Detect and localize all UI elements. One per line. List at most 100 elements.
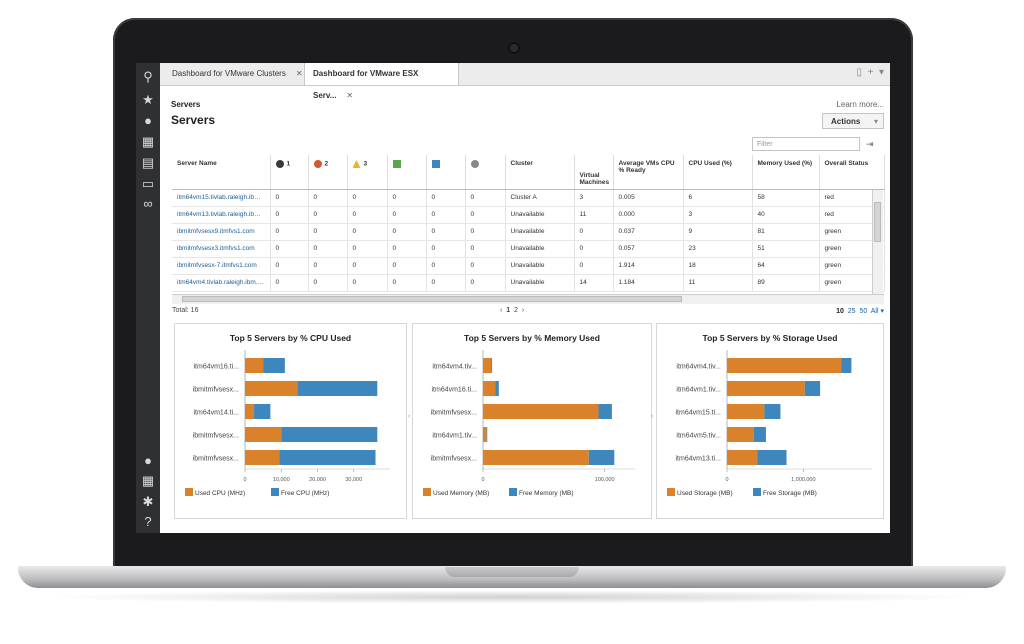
page-size-50[interactable]: 50 bbox=[859, 308, 868, 315]
chevron-left-icon[interactable]: ‹ bbox=[408, 413, 411, 420]
table-cell: 0 bbox=[574, 257, 614, 275]
star-icon[interactable]: ★ bbox=[142, 92, 154, 107]
col-major-label: 2 bbox=[324, 160, 329, 168]
laptop-notch bbox=[445, 567, 579, 577]
close-icon[interactable]: ✕ bbox=[295, 69, 303, 78]
user-icon[interactable]: ● bbox=[144, 113, 152, 128]
legend-label: Used Memory (MB) bbox=[433, 490, 489, 497]
monitor-icon[interactable]: ▤ bbox=[141, 155, 155, 170]
table-row[interactable]: ibmitmfvsesx-7.itmfvs1.com 0 0 0 0 0 0 Unavaila… bbox=[172, 257, 885, 275]
legend-label: Free CPU (MHz) bbox=[281, 490, 329, 497]
server-name-link[interactable]: ibmitmfvsesx-7.itmfvs1.com bbox=[172, 257, 271, 275]
category-label: itm64vm15.ti... bbox=[675, 410, 721, 417]
page-icon[interactable]: ▯ bbox=[856, 67, 862, 78]
memory-chart-panel: Top 5 Servers by % Memory Used 0 100,000 i… bbox=[412, 323, 652, 519]
bar-free bbox=[297, 381, 378, 396]
legend-swatch bbox=[185, 488, 193, 496]
help-icon[interactable]: ? bbox=[144, 514, 152, 529]
table-cell: 0 bbox=[308, 240, 348, 258]
table-cell: 0.037 bbox=[613, 223, 684, 241]
filter-options-icon[interactable]: ⇥ bbox=[866, 139, 874, 149]
category-label: itm64vm1.tiv... bbox=[432, 433, 477, 440]
table-cell: 6 bbox=[683, 189, 753, 207]
actions-button[interactable]: Actions ▾ bbox=[822, 113, 884, 129]
scrollbar-thumb[interactable] bbox=[874, 202, 881, 242]
tab-vmware-clusters[interactable]: Dashboard for VMware Clusters ✕ bbox=[164, 63, 311, 85]
chevron-right-icon[interactable]: › bbox=[651, 413, 654, 420]
col-harmless[interactable] bbox=[387, 155, 427, 190]
bar-free bbox=[491, 358, 493, 373]
filter-input[interactable]: Filter bbox=[752, 137, 860, 151]
link-icon[interactable]: ∞ bbox=[143, 196, 153, 211]
server-name-link[interactable]: ibmitmfvsesx9.itmfvs1.com bbox=[172, 223, 271, 241]
table-header-row: Server Name 1 2 3 Cluster Virtual Machin… bbox=[172, 155, 885, 190]
table-cell: 1.184 bbox=[613, 274, 684, 292]
close-icon[interactable]: ✕ bbox=[346, 91, 354, 100]
table-row[interactable]: ibmitmfvsesx3.itmfvs1.com 0 0 0 0 0 0 Unavailab… bbox=[172, 240, 885, 258]
col-major[interactable]: 2 bbox=[308, 155, 348, 190]
col-unknown[interactable] bbox=[465, 155, 506, 190]
legend-label: Free Memory (MB) bbox=[519, 490, 574, 497]
col-memory-used[interactable]: Memory Used (%) bbox=[752, 155, 820, 190]
col-overall-status[interactable]: Overall Status bbox=[819, 155, 885, 190]
server-name-link[interactable]: itm64vm4.tivlab.raleigh.ibm.com bbox=[172, 274, 271, 292]
col-cpu-used[interactable]: CPU Used (%) bbox=[683, 155, 753, 190]
page-1-link[interactable]: 1 bbox=[506, 307, 511, 314]
table-cell: 0 bbox=[465, 274, 506, 292]
tab-vmware-esx-servers[interactable]: Dashboard for VMware ESX Serv... ✕ bbox=[304, 63, 459, 100]
x-tick-label: 0 bbox=[243, 477, 246, 483]
page-size-25[interactable]: 25 bbox=[847, 308, 856, 315]
dashboard-icon[interactable]: ▭ bbox=[141, 176, 155, 191]
server-name-link[interactable]: itm64vm15.tivlab.raleigh.ibm.... bbox=[172, 189, 271, 207]
table-cell: 0 bbox=[347, 240, 388, 258]
table-cell: red bbox=[819, 189, 885, 207]
chevron-down-icon[interactable]: ▾ bbox=[880, 308, 884, 315]
server-name-link[interactable]: ibmitmfvsesx3.itmfvs1.com bbox=[172, 240, 271, 258]
table-cell: 0 bbox=[387, 257, 427, 275]
table-horizontal-scrollbar[interactable] bbox=[172, 294, 884, 304]
col-informational[interactable] bbox=[426, 155, 466, 190]
breadcrumb[interactable]: Servers bbox=[171, 100, 201, 109]
tab-bar: Dashboard for VMware Clusters ✕ Dashboard… bbox=[160, 63, 890, 100]
major-icon bbox=[313, 160, 322, 168]
col-avg-cpu-ready[interactable]: Average VMs CPU % Ready bbox=[613, 155, 684, 190]
page-size-selector: 10 25 50 All ▾ bbox=[836, 307, 884, 315]
page-size-all[interactable]: All bbox=[870, 308, 879, 315]
calendar-icon[interactable]: ▦ bbox=[141, 134, 155, 149]
grid-icon[interactable]: ▦ bbox=[141, 473, 155, 488]
person-icon[interactable]: ● bbox=[144, 453, 152, 468]
storage-chart: 0 1,000,000 itm64vm4.tiv... itm64vm1.tiv...… bbox=[667, 350, 872, 497]
table-row[interactable]: itm64vm15.tivlab.raleigh.ibm.... 0 0 0 0 0 0 Cl… bbox=[172, 189, 885, 207]
table-vertical-scrollbar[interactable] bbox=[872, 190, 883, 294]
table-row[interactable]: itm64vm4.tivlab.raleigh.ibm.com 0 0 0 0 0 0 Una… bbox=[172, 274, 885, 292]
legend-swatch bbox=[509, 488, 517, 496]
page-2-link[interactable]: 2 bbox=[514, 307, 518, 314]
col-cluster[interactable]: Cluster bbox=[505, 155, 575, 190]
pagination: ‹ 1 2 › bbox=[500, 307, 524, 314]
table-cell: 81 bbox=[752, 223, 820, 241]
next-page-button[interactable]: › bbox=[521, 307, 525, 314]
settings-icon[interactable]: ✱ bbox=[142, 494, 154, 509]
table-cell: 0 bbox=[465, 223, 506, 241]
table-cell: 51 bbox=[752, 240, 820, 258]
category-label: ibmitmfvsesx... bbox=[193, 387, 239, 394]
search-icon[interactable]: ⚲ bbox=[143, 69, 153, 84]
add-tab-icon[interactable]: + bbox=[867, 67, 874, 78]
col-virtual-machines[interactable]: Virtual Machines bbox=[574, 155, 614, 190]
scrollbar-thumb[interactable] bbox=[182, 296, 682, 302]
left-nav: ⚲ ★ ● ▦ ▤ ▭ ∞ ● ▦ ✱ ? bbox=[136, 63, 160, 533]
page-size-10[interactable]: 10 bbox=[836, 308, 844, 315]
col-critical[interactable]: 1 bbox=[270, 155, 309, 190]
table-cell: 58 bbox=[752, 189, 820, 207]
chevron-down-icon[interactable]: ▾ bbox=[878, 67, 884, 78]
x-tick-label: 100,000 bbox=[595, 477, 615, 483]
server-name-link[interactable]: itm64vm13.tivlab.raleigh.ibm.... bbox=[172, 206, 271, 224]
table-row[interactable]: ibmitmfvsesx9.itmfvs1.com 0 0 0 0 0 0 Unavailab… bbox=[172, 223, 885, 241]
col-server-name[interactable]: Server Name bbox=[172, 155, 271, 190]
x-tick-label: 0 bbox=[481, 477, 484, 483]
learn-more-link[interactable]: Learn more... bbox=[836, 100, 884, 109]
table-cell: 0.057 bbox=[613, 240, 684, 258]
col-warning[interactable]: 3 bbox=[347, 155, 388, 190]
prev-page-button[interactable]: ‹ bbox=[500, 307, 503, 314]
table-row[interactable]: itm64vm13.tivlab.raleigh.ibm.... 0 0 0 0 0 0 Un… bbox=[172, 206, 885, 224]
